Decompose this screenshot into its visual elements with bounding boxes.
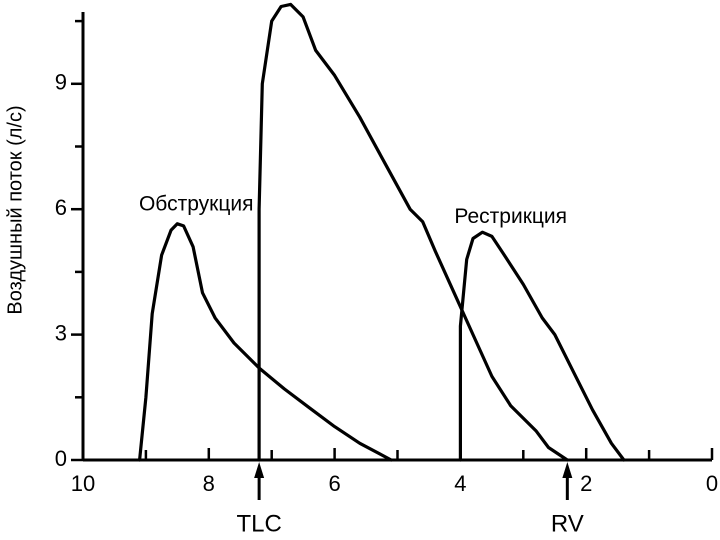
annotation-restriction: Рестрикция <box>454 205 567 228</box>
y-tick-label: 3 <box>55 320 67 345</box>
obstruction-curve <box>138 222 393 462</box>
annotations-layer: Обструкция Рестрикция <box>139 193 567 229</box>
rv-arrow-icon <box>562 462 573 478</box>
tlc-marker-label: TLC <box>236 510 281 537</box>
x-tick-label: 2 <box>580 471 592 496</box>
tlc-arrow-icon <box>254 462 265 478</box>
x-tick-label: 0 <box>706 471 718 496</box>
y-tick-label: 9 <box>55 70 67 95</box>
y-axis-label-group: Воздушный поток (л/с) <box>4 105 26 314</box>
series-layer <box>138 2 626 462</box>
y-tick-label: 6 <box>55 195 67 220</box>
x-tick-label: 8 <box>203 471 215 496</box>
annotation-obstruction: Обструкция <box>139 193 254 216</box>
axes: 0 3 6 9 10 8 6 4 2 0 <box>55 12 718 496</box>
markers-layer: TLC RV <box>236 462 584 537</box>
normal-curve <box>257 2 569 462</box>
restriction-curve <box>458 230 626 462</box>
x-tick-label: 10 <box>71 471 95 496</box>
y-axis-label: Воздушный поток (л/с) <box>4 105 26 314</box>
y-tick-label: 0 <box>55 446 67 471</box>
x-tick-label: 6 <box>328 471 340 496</box>
x-tick-label: 4 <box>454 471 466 496</box>
rv-marker-label: RV <box>551 510 584 537</box>
